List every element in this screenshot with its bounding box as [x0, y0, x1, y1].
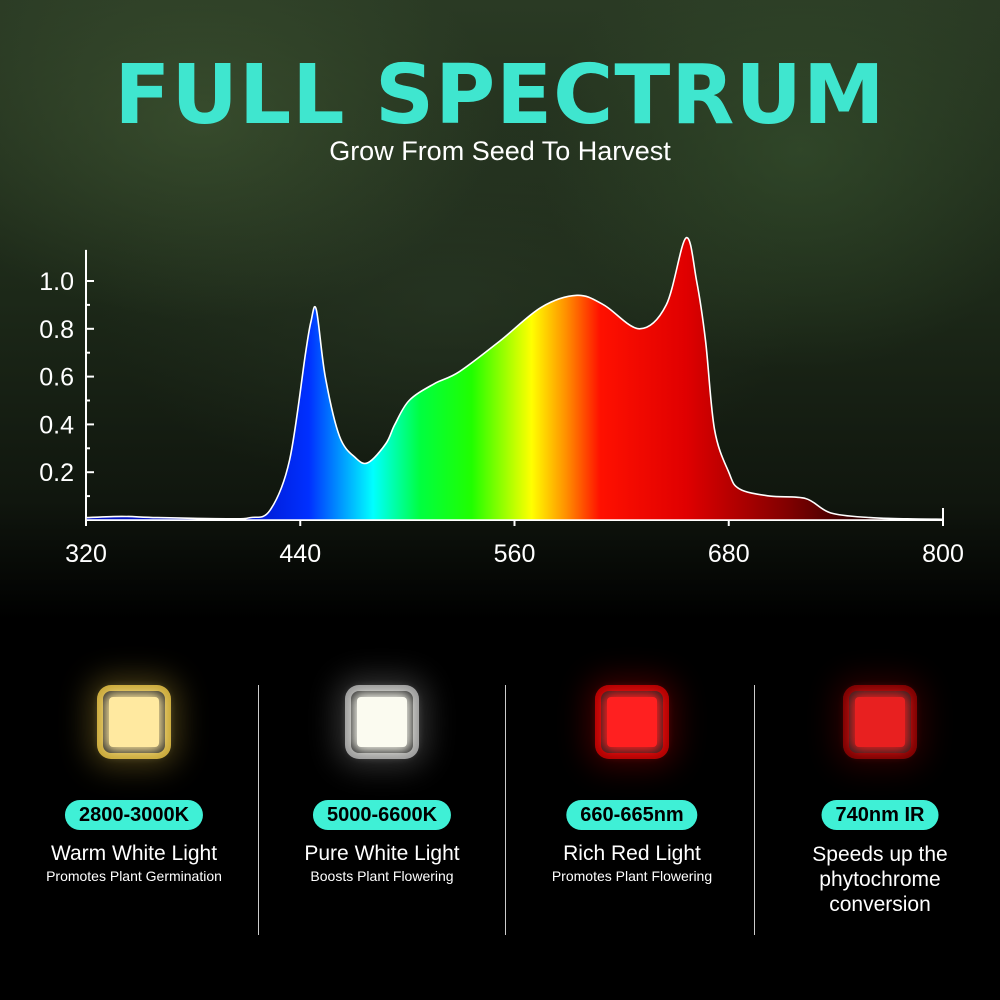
- light-description: Promotes Plant Germination: [46, 868, 222, 884]
- badge: 2800-3000K: [64, 800, 204, 830]
- light-types: 2800-3000K Warm White Light Promotes Pla…: [0, 660, 1000, 940]
- divider: [754, 685, 755, 935]
- y-tick-label: 0.8: [39, 316, 74, 344]
- y-tick-label: 0.4: [39, 411, 74, 439]
- warm-white-led-icon: [97, 685, 171, 759]
- spectrum-area: [85, 237, 944, 521]
- spectrum-chart: 320 440 560 680 800 0.2 0.4 0.6 0.8 1.0: [39, 237, 964, 568]
- light-name: Pure White Light: [304, 842, 460, 865]
- light-name: Speeds up the phytochrome conversion: [812, 843, 948, 916]
- y-tick-label: 0.6: [39, 364, 74, 392]
- light-description: Boosts Plant Flowering: [310, 868, 454, 884]
- badge: 660-665nm: [566, 800, 698, 830]
- ir-led-icon: [843, 685, 917, 759]
- x-tick-label: 680: [708, 540, 750, 568]
- page-subtitle: Grow From Seed To Harvest: [329, 136, 671, 166]
- light-card: 660-665nm Rich Red Light Promotes Plant …: [512, 660, 752, 940]
- light-card: 2800-3000K Warm White Light Promotes Pla…: [14, 660, 254, 940]
- light-name: Rich Red Light: [563, 842, 701, 865]
- light-description: Promotes Plant Flowering: [551, 868, 713, 884]
- red-led-icon: [595, 685, 669, 759]
- x-tick-label: 560: [494, 540, 536, 568]
- divider: [505, 685, 506, 935]
- light-card: 5000-6600K Pure White Light Boosts Plant…: [262, 660, 502, 940]
- y-tick-label: 1.0: [39, 268, 74, 296]
- x-tick-label: 320: [65, 540, 107, 568]
- page-title: FULL SPECTRUM: [114, 48, 886, 143]
- badge: 740nm IR: [821, 800, 939, 830]
- x-tick-label: 440: [279, 540, 321, 568]
- white-led-icon: [345, 685, 419, 759]
- light-name: Warm White Light: [50, 842, 218, 865]
- x-tick-label: 800: [922, 540, 964, 568]
- badge: 5000-6600K: [312, 800, 452, 830]
- light-card: 740nm IR Speeds up the phytochrome conve…: [760, 660, 1000, 940]
- y-tick-label: 0.2: [39, 459, 74, 487]
- divider: [258, 685, 259, 935]
